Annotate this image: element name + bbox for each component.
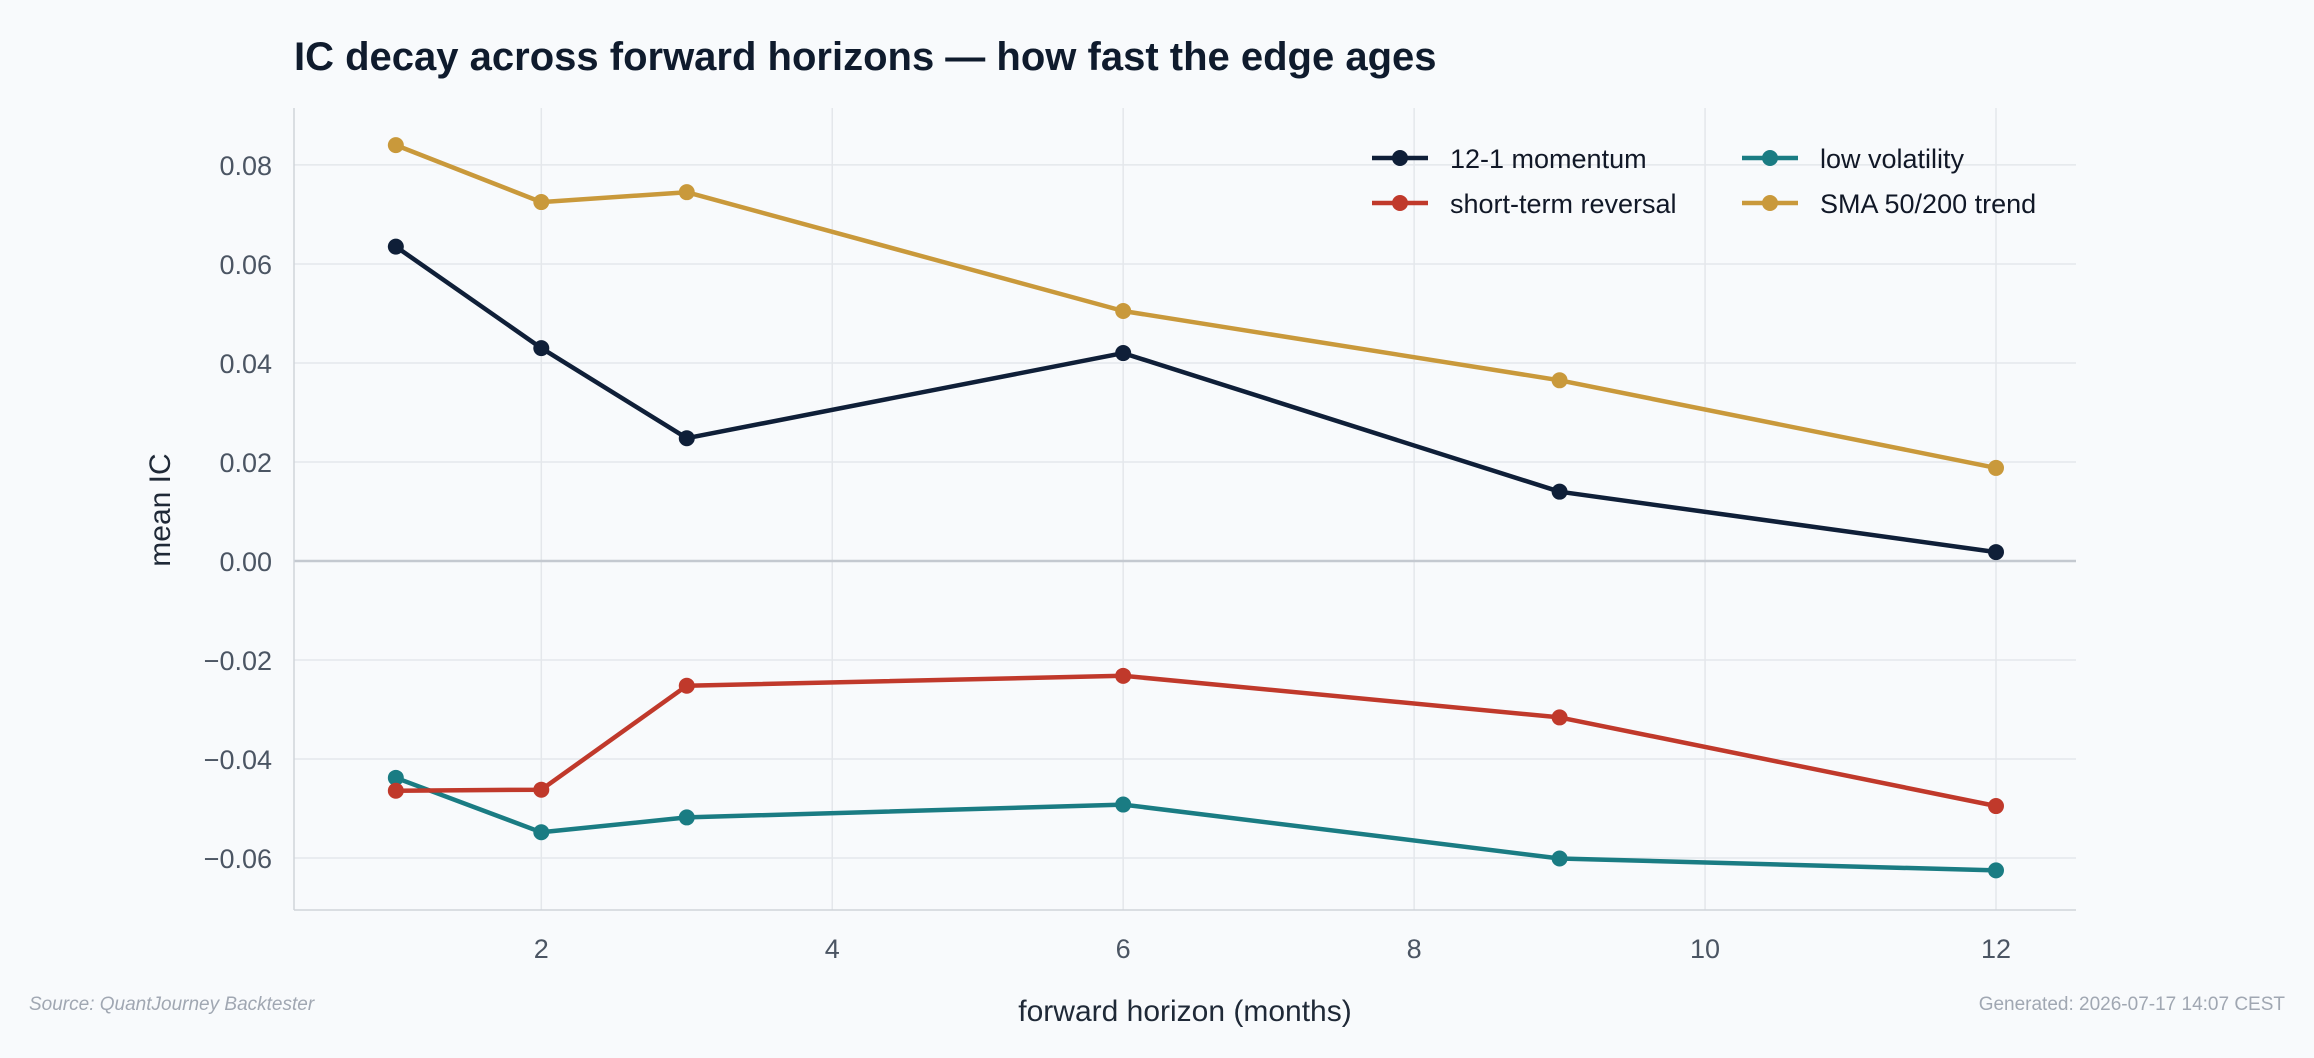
x-axis-label: forward horizon (months) [1018, 995, 1351, 1028]
legend-marker [1392, 150, 1408, 166]
data-point [1552, 372, 1568, 388]
data-point [1988, 798, 2004, 814]
data-point [388, 137, 404, 153]
data-point [1552, 709, 1568, 725]
legend-item: 12-1 momentum [1372, 144, 1647, 174]
y-tick-label: −0.04 [204, 745, 272, 775]
data-point [1115, 668, 1131, 684]
data-point [1988, 460, 2004, 476]
data-point [1115, 797, 1131, 813]
legend-marker [1762, 150, 1778, 166]
series-0 [388, 239, 2004, 560]
y-tick-label: −0.02 [204, 646, 272, 676]
data-point [533, 194, 549, 210]
data-point [679, 184, 695, 200]
y-tick-label: 0.00 [219, 547, 272, 577]
data-point [533, 782, 549, 798]
y-tick-label: 0.08 [219, 151, 272, 181]
series-2 [388, 668, 2004, 814]
legend-marker [1762, 195, 1778, 211]
y-axis-label: mean IC [144, 453, 177, 566]
data-point [533, 340, 549, 356]
y-tick-label: −0.06 [204, 844, 272, 874]
legend-item: short-term reversal [1372, 189, 1677, 219]
series-3 [388, 137, 2004, 476]
data-point [679, 430, 695, 446]
data-point [1988, 544, 2004, 560]
y-tick-label: 0.06 [219, 250, 272, 280]
legend-marker [1392, 195, 1408, 211]
series-1 [388, 770, 2004, 879]
series-line [396, 778, 1996, 871]
series-line [396, 145, 1996, 468]
series-line [396, 676, 1996, 806]
data-point [1115, 303, 1131, 319]
legend-label: SMA 50/200 trend [1820, 189, 2036, 219]
data-point [679, 678, 695, 694]
series-line [396, 247, 1996, 552]
grid [294, 108, 2076, 910]
legend-item: SMA 50/200 trend [1742, 189, 2036, 219]
axes: 2 4 6 8 10 12 0.08 0.06 0.04 0.02 0.00 −0.02 −0.04 −0… [204, 108, 2076, 964]
data-point [679, 809, 695, 825]
data-point [1552, 851, 1568, 867]
x-tick-label: 8 [1407, 934, 1422, 964]
legend-label: short-term reversal [1450, 189, 1677, 219]
x-tick-label: 4 [825, 934, 840, 964]
legend: 12-1 momentum low volatility short-term re… [1372, 144, 2036, 219]
legend-label: low volatility [1820, 144, 1965, 174]
x-tick-label: 6 [1116, 934, 1131, 964]
legend-item: low volatility [1742, 144, 1965, 174]
y-tick-label: 0.04 [219, 349, 272, 379]
legend-label: 12-1 momentum [1450, 144, 1647, 174]
source-note: Source: QuantJourney Backtester [29, 994, 315, 1015]
data-point [533, 824, 549, 840]
generated-timestamp: Generated: 2026-07-17 14:07 CEST [1979, 994, 2286, 1015]
data-point [1988, 862, 2004, 878]
data-point [1115, 345, 1131, 361]
data-point [388, 783, 404, 799]
data-point [1552, 484, 1568, 500]
series-layer [388, 137, 2004, 878]
y-tick-label: 0.02 [219, 448, 272, 478]
x-tick-label: 2 [534, 934, 549, 964]
x-tick-label: 10 [1690, 934, 1720, 964]
data-point [388, 239, 404, 255]
chart-title: IC decay across forward horizons — how f… [294, 35, 1437, 79]
x-tick-label: 12 [1981, 934, 2011, 964]
